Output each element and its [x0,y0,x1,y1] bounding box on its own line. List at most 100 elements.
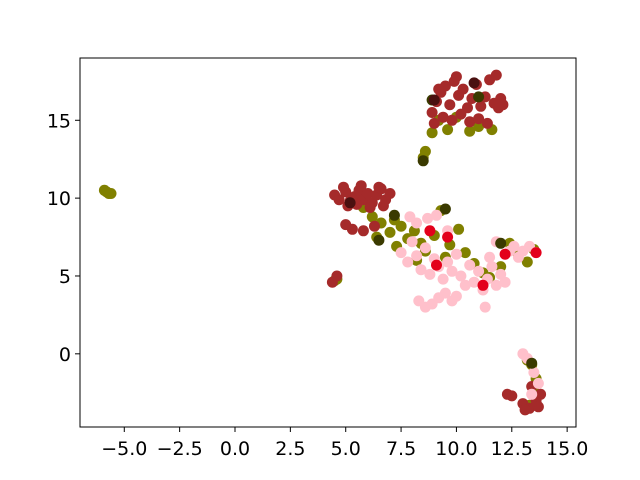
data-point [344,197,356,209]
data-point [424,225,436,237]
data-point [419,242,431,254]
data-point [411,250,423,262]
y-axis: 0 5 10 15 [47,110,80,366]
data-point [355,180,367,192]
data-point [437,273,449,285]
data-point [468,276,480,288]
data-point [415,264,427,276]
data-point [428,94,440,106]
x-tick-label: 10.0 [435,438,477,460]
data-point [437,111,449,123]
data-point [369,220,380,232]
series-0 [98,111,542,411]
series-3 [424,225,542,291]
data-point [450,290,462,302]
data-point [479,301,491,313]
data-point [468,77,480,89]
series-5 [344,77,480,209]
data-point [333,194,345,206]
data-point [464,116,476,128]
data-point [473,113,485,125]
y-tick-label: 0 [59,344,71,366]
y-tick-label: 5 [59,266,71,288]
data-point [373,234,385,246]
data-point [428,117,440,129]
data-point [357,225,369,237]
data-point [526,388,538,400]
data-point [439,203,451,215]
data-point [457,83,469,95]
data-point [481,117,493,129]
data-point [473,121,485,132]
data-point [459,247,471,259]
x-tick-label: 7.5 [386,438,416,460]
data-point [105,188,117,199]
data-point [473,265,485,277]
data-point [364,202,376,213]
x-axis: −5.0 −2.5 0.0 2.5 5.0 7.5 10.0 12.5 15.0 [101,427,588,460]
data-point [530,247,542,259]
data-point [506,390,518,402]
x-tick-label: 2.5 [275,438,305,460]
data-point [450,71,462,83]
data-point [424,268,436,280]
x-tick-label: 15.0 [546,438,588,460]
plot-area [98,69,547,416]
data-point [384,226,396,238]
data-point [395,247,407,259]
data-point [519,404,531,416]
data-point [384,188,396,199]
data-point [453,223,465,235]
y-tick-label: 10 [47,188,71,210]
plot-frame [79,57,577,428]
data-point [473,91,485,103]
data-point [508,240,520,252]
data-point [406,236,418,248]
x-tick-label: 12.5 [491,438,533,460]
data-point [340,219,352,231]
x-tick-label: 5.0 [331,438,361,460]
data-point [450,248,462,260]
data-point [499,248,511,260]
data-point [486,261,498,273]
data-point [528,367,540,378]
data-point [495,261,507,273]
data-point [446,265,458,277]
data-point [446,114,458,126]
data-point [444,99,456,111]
y-tick-label: 15 [47,110,71,132]
data-point [526,357,538,369]
data-point [439,287,451,299]
data-point [464,259,476,271]
data-point [532,401,544,413]
data-point [490,69,502,81]
data-point [426,127,438,139]
x-tick-label: −2.5 [157,438,203,460]
data-point [433,83,445,95]
x-tick-label: 0.0 [220,438,250,460]
data-point [362,188,374,199]
data-point [422,212,434,224]
data-point [417,155,429,167]
data-point [484,251,496,263]
data-point [477,279,489,291]
data-point [499,276,511,288]
data-point [455,270,467,282]
data-point [366,211,378,223]
data-point [490,279,502,291]
data-point [464,125,476,137]
data-point [404,211,416,223]
data-point [442,256,454,268]
data-point [431,209,442,221]
data-point [388,209,400,221]
data-point [431,259,442,271]
series-2 [395,209,544,400]
data-point [426,107,438,118]
data-point [442,124,454,136]
data-point [331,270,343,282]
x-tick-label: −5.0 [101,438,147,460]
data-point [475,100,487,112]
data-point [373,181,385,193]
data-point [535,388,547,400]
